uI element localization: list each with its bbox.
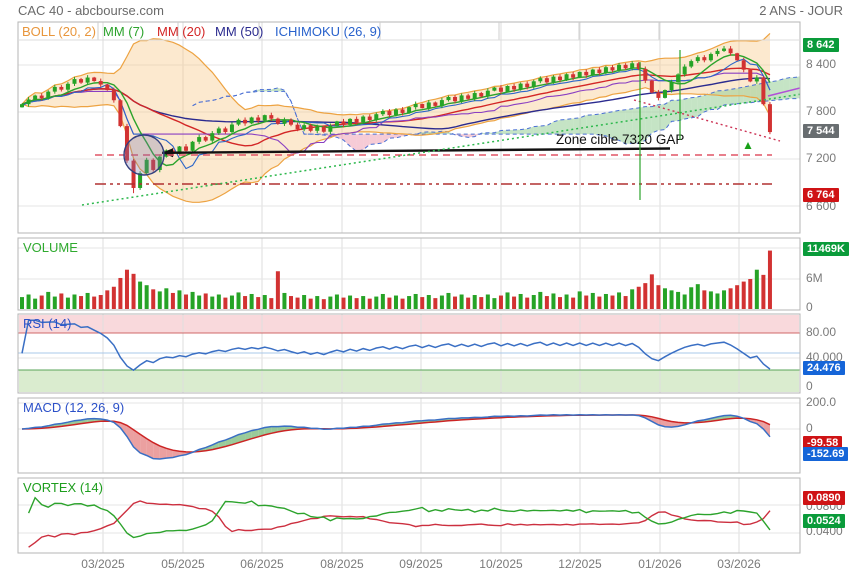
indicator-legend: BOLL (20, 2) MM (7) MM (20) MM (50) ICHI…	[18, 22, 800, 40]
instrument-title: CAC 40 - abcbourse.com	[18, 3, 164, 18]
volume-panel-label: VOLUME	[23, 240, 78, 255]
volume-plot[interactable]	[20, 250, 772, 310]
legend-bollinger[interactable]: BOLL (20, 2)	[22, 24, 96, 39]
rsi-plot[interactable]	[21, 319, 771, 372]
macd-plot[interactable]	[21, 413, 771, 460]
legend-mm50[interactable]: MM (50)	[215, 24, 264, 39]
main-plot[interactable]: Zone cible 7320 GAP	[20, 32, 803, 206]
legend-mm7[interactable]: MM (7)	[103, 24, 145, 39]
vortex-plot[interactable]	[27, 496, 771, 548]
rsi-panel-label: RSI (14)	[23, 316, 72, 331]
vortex-panel-label: VORTEX (14)	[23, 480, 103, 495]
legend-ichimoku[interactable]: ICHIMOKU (26, 9)	[275, 24, 382, 39]
legend-mm20[interactable]: MM (20)	[157, 24, 206, 39]
macd-panel-label: MACD (12, 26, 9)	[23, 400, 125, 415]
timeframe-label: 2 ANS - JOUR	[759, 3, 843, 18]
svg-text:Zone cible 7320 GAP: Zone cible 7320 GAP	[556, 132, 684, 147]
